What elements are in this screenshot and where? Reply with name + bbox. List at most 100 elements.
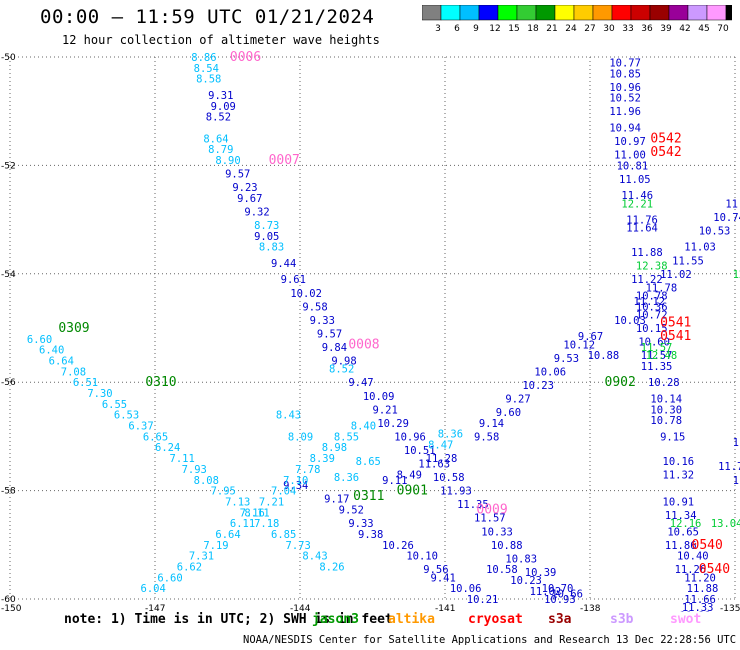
wave-height-label: 12.48 [646,350,678,362]
colorbar-label: 3 [435,24,441,34]
wave-height-label: 11.57 [641,342,673,354]
wave-height-label: 10.77 [609,57,641,69]
wave-height-label: 10.70 [542,583,574,595]
wave-height-label: 10.23 [522,380,554,392]
colorbar-label: 18 [527,24,539,34]
pass-time-label: 0311 [353,489,384,504]
wave-height-label: 11.02 [530,586,562,598]
wave-height-label: 11.88 [631,247,663,259]
wave-height-label: 9.58 [302,301,327,313]
wave-height-label: 7.11 [170,453,195,465]
wave-height-label: 13.04 [711,518,740,530]
colorbar-label: 45 [698,24,709,34]
credit-text: NOAA/NESDIS Center for Satellite Applica… [243,634,740,646]
wave-height-label: 10.06 [450,583,482,595]
wave-height-label: 7.31 [189,551,214,563]
wave-height-label: 7.93 [182,464,207,476]
wave-height-label: 9.21 [373,404,398,416]
wave-height-label: 10.09 [363,391,395,403]
satellite-label: cryosat [468,612,523,627]
wave-height-label: 9.31 [208,90,233,102]
wave-height-label: 10.15 [636,323,668,335]
wave-height-label: 11.03 [684,242,716,254]
wave-height-label: 10.53 [699,225,731,237]
wave-height-label: 8.64 [203,133,228,145]
x-tick-label: -144 [290,604,311,612]
colorbar-label: 30 [603,24,615,34]
wave-height-label: 11.57 [641,350,673,362]
wave-height-label: 11.33 [682,602,714,612]
wave-height-label: 11.12 [634,296,666,308]
wave-height-label: 8.83 [259,242,284,254]
wave-height-label: 9.58 [474,431,499,443]
wave-height-label: 10.10 [406,551,438,563]
wave-height-label: 10.81 [617,160,649,172]
x-tick-label: -135 [720,604,740,612]
wave-height-label: 10.52 [609,93,641,105]
wave-height-label: 9.56 [423,564,448,576]
wave-height-label: 8.26 [319,561,344,573]
wave-height-label: 9.61 [281,274,306,286]
pass-time-label: 0901 [397,484,428,499]
chart-subtitle: 12 hour collection of altimeter wave hei… [62,33,380,47]
wave-height-label: 11.05 [619,174,651,186]
wave-height-label: 7.21 [259,496,284,508]
colorbar-label: 27 [584,24,595,34]
pass-time-label: 0542 [650,131,681,146]
wave-height-label: 9.23 [232,182,257,194]
pass-time-label: 0540 [692,538,723,553]
wave-height-label: 9.09 [211,101,236,113]
wave-height-label: 11.20 [684,572,716,584]
wave-height-label: 7.30 [87,388,112,400]
wave-height-label: 10.78 [636,290,668,302]
wave-height-label: 6.40 [39,345,64,357]
wave-height-label: 8.58 [196,74,221,86]
wave-height-label: 10.91 [663,496,695,508]
colorbar-label: 39 [660,24,672,34]
wave-height-label: 11.02 [660,269,692,281]
colorbar-label: 15 [508,24,519,34]
wave-height-label: 9.47 [348,377,373,389]
wave-height-label: 6.55 [102,399,127,411]
wave-height-label: 9.32 [244,206,269,218]
wave-height-label: 6.64 [49,356,74,368]
wave-height-label: 10.93 [544,594,576,606]
wave-height-label: 10.85 [609,68,641,80]
colorbar-swatch [725,5,732,21]
wave-height-label: 9.67 [237,193,262,205]
wave-height-label: 11.63 [418,459,450,471]
pass-time-label: 0542 [650,145,681,160]
wave-height-label: 12 [733,269,740,281]
wave-height-label: 8.73 [254,220,279,232]
satellite-label: altika [388,612,435,627]
colorbar-label: 70 [717,24,729,34]
wave-height-label: 6.24 [155,442,180,454]
wave-height-label: 11.26 [675,564,707,576]
wave-height-label: 10.66 [551,589,583,601]
wave-height-label: 7.73 [286,540,311,552]
satellite-label: swot [670,612,702,627]
colorbar-label: 24 [565,24,577,34]
wave-height-label: 11 [733,475,740,487]
wave-height-label: 10.30 [650,404,682,416]
wave-height-label: 10.97 [614,136,646,148]
wave-height-label: 10.26 [382,540,414,552]
wave-height-label: 12.16 [670,518,702,530]
wave-height-label: 11.34 [665,510,697,522]
wave-height-label: 10.02 [290,288,322,300]
wave-height-label: 11.71 [718,461,740,473]
wave-height-label: 8.36 [334,472,359,484]
pass-time-label: 0007 [269,153,300,168]
y-tick-label: -56 [1,378,16,388]
wave-height-label: 9.33 [348,518,373,530]
wave-height-label: 7.10 [283,475,308,487]
wave-height-label: 7.78 [295,464,320,476]
wave-height-label: 11.64 [626,223,658,235]
wave-height-label: 10.21 [467,594,499,606]
x-tick-label: -141 [435,604,455,612]
wave-height-label: 11.78 [646,282,678,294]
y-tick-label: -60 [1,595,16,605]
wave-height-label: 8.86 [191,52,216,64]
wave-height-label: 7.04 [271,486,296,498]
